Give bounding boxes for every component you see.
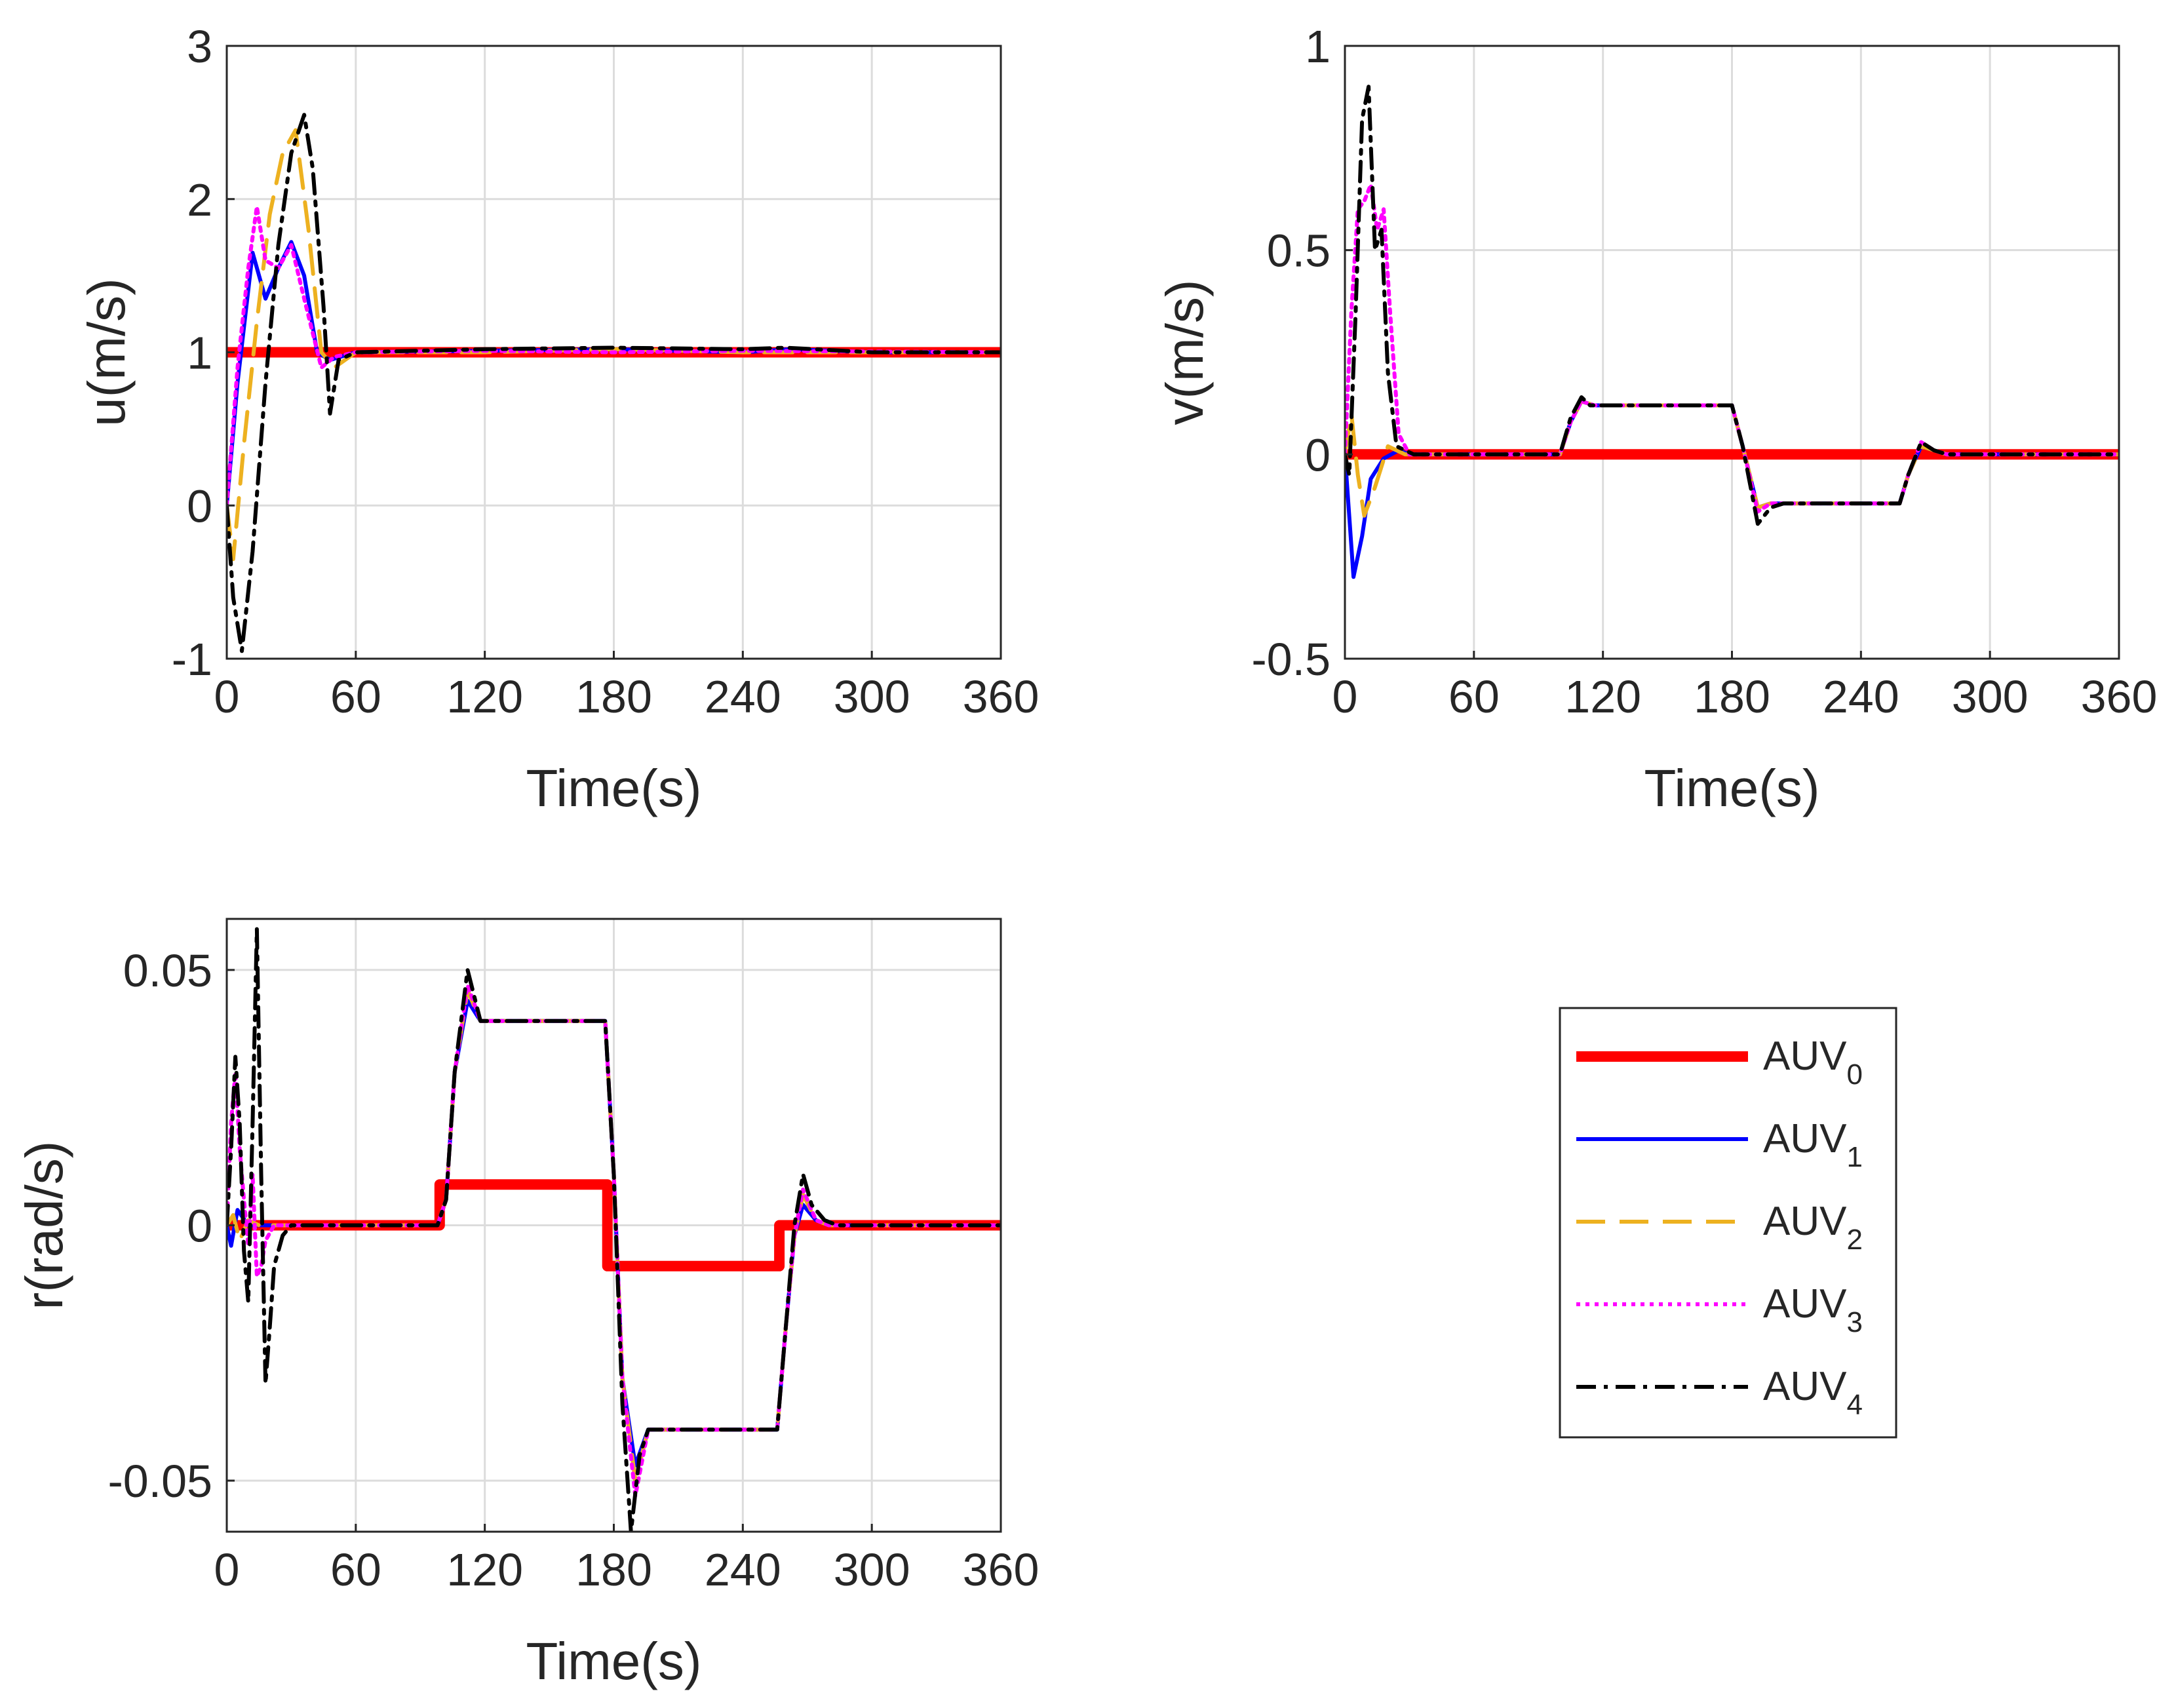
legend-entry-auv1: AUV1 xyxy=(1576,1116,1863,1173)
x-axis-label: Time(s) xyxy=(526,759,701,817)
y-tick-label: 0.05 xyxy=(123,945,212,996)
x-tick-label: 240 xyxy=(1823,671,1899,722)
y-tick-label: 0 xyxy=(187,480,212,532)
x-tick-label: 0 xyxy=(1332,671,1358,722)
series-line-auv3 xyxy=(227,204,1001,508)
x-tick-label: 300 xyxy=(1952,671,2029,722)
legend-entry-auv4: AUV4 xyxy=(1576,1364,1863,1421)
y-tick-label: 1 xyxy=(1305,21,1331,72)
x-tick-label: 180 xyxy=(1694,671,1770,722)
legend: AUV0 AUV1 AUV2 AUV3 AUV4 xyxy=(1559,1007,1897,1439)
series-group xyxy=(1345,85,2119,579)
x-tick-label: 240 xyxy=(705,1544,781,1595)
series-line-auv4 xyxy=(1345,85,2119,526)
legend-entry-auv0: AUV0 xyxy=(1576,1034,1863,1091)
y-tick-label: 0 xyxy=(187,1201,212,1252)
x-tick-label: 60 xyxy=(1448,671,1500,722)
x-tick-label: 0 xyxy=(214,1544,240,1595)
series-group xyxy=(227,113,1001,653)
x-axis-label: Time(s) xyxy=(526,1632,701,1690)
y-tick-label: 0 xyxy=(1305,429,1331,480)
y-tick-label: -0.05 xyxy=(107,1456,212,1507)
y-tick-label: 0.5 xyxy=(1267,225,1331,277)
y-tick-label: -1 xyxy=(172,634,212,685)
x-tick-label: 180 xyxy=(575,1544,652,1595)
series-line-auv2 xyxy=(227,128,1001,562)
y-axis-label: v(m/s) xyxy=(1156,279,1214,425)
x-tick-label: 120 xyxy=(1564,671,1641,722)
y-tick-label: 3 xyxy=(187,21,212,72)
legend-label-auv3: AUV3 xyxy=(1763,1281,1863,1338)
y-axis-label: u(m/s) xyxy=(77,278,136,427)
legend-label-auv1: AUV1 xyxy=(1763,1116,1863,1173)
x-tick-label: 0 xyxy=(214,671,240,722)
legend-entry-auv2: AUV2 xyxy=(1576,1199,1863,1256)
y-tick-label: 2 xyxy=(187,174,212,225)
chart-r-yaw-rate: 0 60 120 180 240 300 360-0.0500.05Time(s)r(rad… xyxy=(15,918,1039,1690)
legend-label-auv4: AUV4 xyxy=(1763,1364,1863,1421)
series-line-auv4 xyxy=(227,927,1001,1532)
x-tick-label: 300 xyxy=(834,671,910,722)
x-tick-label: 360 xyxy=(2081,671,2158,722)
x-tick-label: 360 xyxy=(963,1544,1039,1595)
x-tick-label: 300 xyxy=(834,1544,910,1595)
x-axis-label: Time(s) xyxy=(1644,759,1819,817)
x-tick-label: 120 xyxy=(446,671,523,722)
x-tick-label: 180 xyxy=(575,671,652,722)
x-tick-label: 240 xyxy=(705,671,781,722)
legend-entry-auv3: AUV3 xyxy=(1576,1281,1863,1338)
legend-label-auv2: AUV2 xyxy=(1763,1199,1863,1256)
x-tick-label: 120 xyxy=(446,1544,523,1595)
x-tick-label: 60 xyxy=(330,671,381,722)
x-tick-label: 60 xyxy=(330,1544,381,1595)
x-tick-label: 360 xyxy=(963,671,1039,722)
y-tick-label: -0.5 xyxy=(1251,634,1331,685)
series-group xyxy=(227,927,1001,1532)
y-tick-label: 1 xyxy=(187,328,212,379)
y-axis-label: r(rad/s) xyxy=(15,1141,73,1310)
series-line-auv4 xyxy=(227,113,1001,653)
legend-label-auv0: AUV0 xyxy=(1763,1034,1863,1091)
